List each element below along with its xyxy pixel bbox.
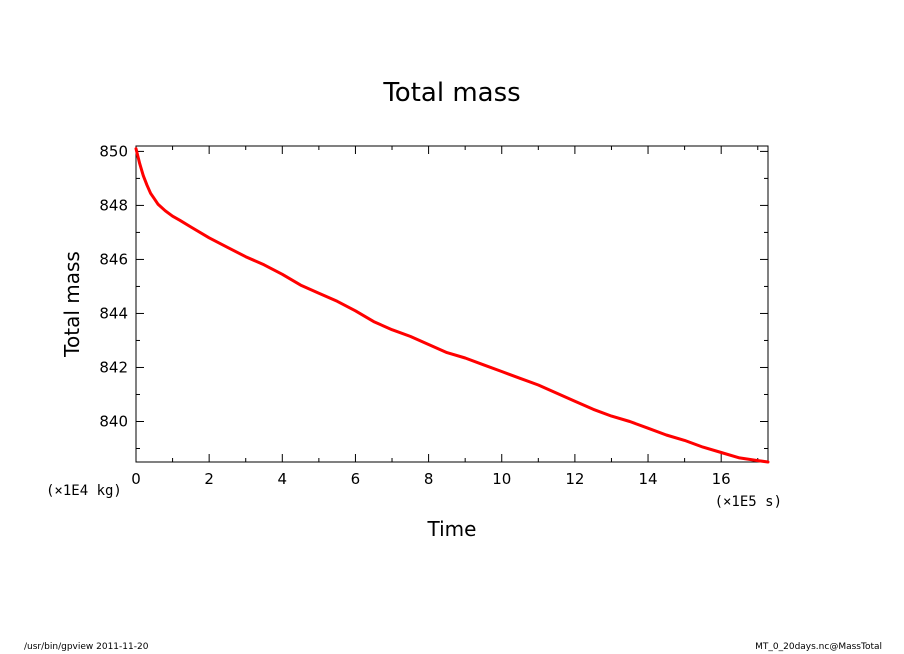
- series-line: [134, 147, 770, 464]
- y-tick-label: 844: [99, 304, 128, 322]
- plot-frame: [135, 145, 769, 463]
- footer-left: /usr/bin/gpview 2011-11-20: [24, 642, 149, 652]
- footer-right: MT_0_20days.nc@MassTotal: [755, 642, 882, 652]
- x-tick-label: 6: [351, 470, 361, 488]
- x-tick-label: 14: [638, 470, 657, 488]
- y-tick-label: 840: [99, 412, 128, 430]
- x-tick-label: 4: [278, 470, 288, 488]
- x-unit-label: (×1E5 s): [715, 494, 782, 510]
- y-unit-label: (×1E4 kg): [46, 483, 122, 499]
- tick-labels: 0 2 4 6 8 10 12 14 16 840 842 844 846 848 850: [99, 142, 730, 488]
- x-tick-label: 12: [565, 470, 584, 488]
- y-axis-label: Total mass: [60, 251, 84, 358]
- y-tick-label: 848: [99, 196, 128, 214]
- x-axis-label: Time: [427, 517, 477, 541]
- x-tick-label: 0: [131, 470, 141, 488]
- axis-ticks: [135, 146, 768, 462]
- chart-title: Total mass: [382, 78, 520, 108]
- y-tick-label: 850: [99, 142, 128, 160]
- y-tick-label: 846: [99, 250, 128, 268]
- x-tick-label: 8: [424, 470, 434, 488]
- y-tick-label: 842: [99, 358, 128, 376]
- x-tick-label: 10: [492, 470, 511, 488]
- x-tick-label: 16: [712, 470, 731, 488]
- x-tick-label: 2: [204, 470, 214, 488]
